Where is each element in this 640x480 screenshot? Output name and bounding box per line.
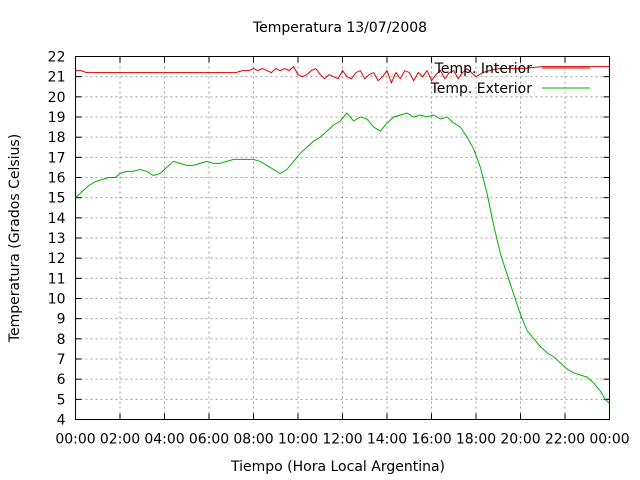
legend-label: Temp. Interior	[434, 61, 533, 77]
y-tick-label: 10	[48, 292, 66, 308]
y-tick-label: 5	[57, 392, 66, 408]
y-tick-label: 14	[48, 211, 66, 227]
series-line-interior	[75, 65, 610, 85]
y-tick-label: 22	[48, 50, 66, 66]
y-tick-label: 13	[48, 231, 66, 247]
grid	[75, 56, 610, 420]
series-line-exterior	[75, 112, 610, 404]
y-tick-label: 9	[57, 312, 66, 328]
x-tick-label: 20:00	[500, 432, 540, 448]
y-axis-label: Temperatura (Grados Celsius)	[7, 134, 23, 343]
y-tick-label: 6	[57, 372, 66, 388]
legend-label: Temp. Exterior	[430, 81, 533, 97]
y-tick-label: 15	[48, 191, 66, 207]
x-tick-label: 00:00	[55, 432, 95, 448]
legend: Temp. Interior Temp. Exterior	[430, 61, 590, 97]
x-tick-label: 10:00	[278, 432, 318, 448]
y-tick-label: 12	[48, 251, 66, 267]
x-tick-label: 22:00	[545, 432, 585, 448]
y-tick-label: 16	[48, 171, 66, 187]
y-tick-label: 21	[48, 70, 66, 86]
y-tick-label: 4	[57, 413, 66, 429]
series-lines	[75, 65, 610, 404]
x-tick-label: 00:00	[589, 432, 629, 448]
y-tick-label: 8	[57, 332, 66, 348]
y-tick-label: 18	[48, 130, 66, 146]
x-axis-label: Tiempo (Hora Local Argentina)	[230, 459, 445, 475]
x-tick-label: 02:00	[100, 432, 140, 448]
x-tick-label: 18:00	[456, 432, 496, 448]
x-tick-label: 14:00	[367, 432, 407, 448]
x-tick-label: 06:00	[189, 432, 229, 448]
x-tick-label: 16:00	[411, 432, 451, 448]
chart-title: Temperatura 13/07/2008	[252, 20, 427, 36]
y-tick-label: 7	[57, 352, 66, 368]
x-tick-label: 08:00	[233, 432, 273, 448]
x-tick-label: 12:00	[322, 432, 362, 448]
y-tick-label: 20	[48, 90, 66, 106]
y-tick-label: 19	[48, 110, 66, 126]
y-tick-label: 17	[48, 150, 66, 166]
axis-ticks: 00:00 02:00 04:00 06:00 08:00 10:00 12:00 14:00…	[48, 50, 630, 448]
x-tick-label: 04:00	[144, 432, 184, 448]
y-tick-label: 11	[48, 271, 66, 287]
